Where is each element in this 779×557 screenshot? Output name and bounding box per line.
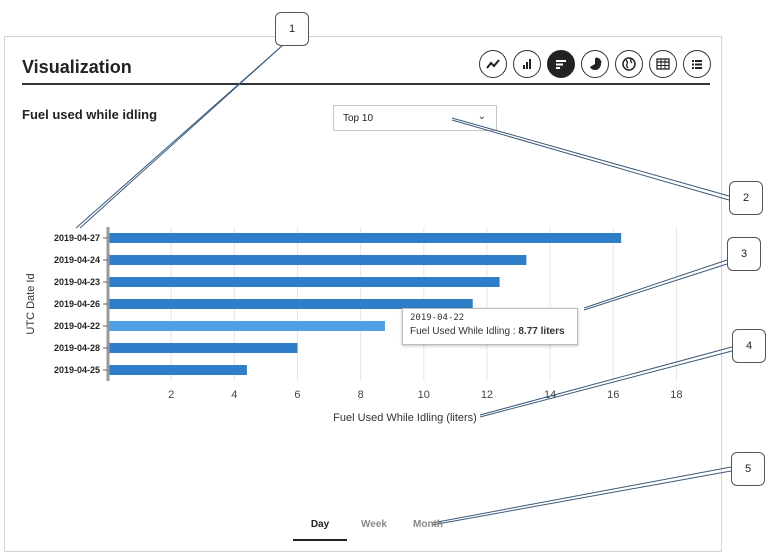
- y-axis-title: UTC Date Id: [25, 273, 37, 334]
- globe-map-icon: [622, 57, 636, 71]
- callout-2: 2: [729, 181, 763, 215]
- chart-subtitle: Fuel used while idling: [22, 107, 158, 122]
- chart-bars: [108, 233, 622, 375]
- category-label: 2019-04-26: [54, 299, 100, 309]
- x-axis-title: Fuel Used While Idling (liters): [333, 412, 477, 424]
- tooltip-label: Fuel Used While Idling :: [410, 326, 516, 337]
- category-label: 2019-04-27: [54, 233, 100, 243]
- x-tick-labels: 2 4 6 8 10 12 14 16 18: [168, 389, 682, 401]
- chart-tooltip: 2019-04-22 Fuel Used While Idling : 8.77…: [402, 308, 578, 345]
- tooltip-value: 8.77 liters: [518, 326, 565, 337]
- line-chart-button[interactable]: [479, 50, 507, 78]
- tooltip-date: 2019-04-22: [410, 313, 465, 323]
- category-label: 2019-04-25: [54, 365, 100, 375]
- bar[interactable]: [108, 277, 500, 287]
- top-n-dropdown[interactable]: Top 10 ⌄: [333, 105, 497, 131]
- x-tick-label: 18: [670, 389, 682, 401]
- tab-week[interactable]: Week: [361, 519, 387, 530]
- bar-chart-icon: [523, 59, 531, 69]
- list-icon: [692, 60, 702, 69]
- pie-chart-icon: [589, 57, 602, 70]
- dropdown-selected-value: Top 10: [343, 112, 374, 124]
- tab-month[interactable]: Month: [413, 519, 443, 530]
- horizontal-bar-chart-icon: [556, 60, 566, 69]
- category-labels: 2019-04-27 2019-04-24 2019-04-23 2019-04-26…: [54, 233, 108, 375]
- list-button[interactable]: [683, 50, 711, 78]
- x-tick-label: 8: [358, 389, 364, 401]
- title-divider: [22, 83, 710, 85]
- bar[interactable]: [108, 321, 385, 331]
- line-chart-icon: [486, 59, 500, 69]
- category-label: 2019-04-23: [54, 277, 100, 287]
- horizontal-bar-chart-button[interactable]: [547, 50, 575, 78]
- chevron-down-icon: ⌄: [477, 111, 486, 122]
- category-label: 2019-04-24: [54, 255, 100, 265]
- bar[interactable]: [108, 365, 247, 375]
- x-tick-label: 4: [231, 389, 237, 401]
- pie-chart-button[interactable]: [581, 50, 609, 78]
- callout-3: 3: [727, 237, 761, 271]
- category-label: 2019-04-22: [54, 321, 100, 331]
- category-label: 2019-04-28: [54, 343, 100, 353]
- x-tick-label: 10: [418, 389, 430, 401]
- callout-4: 4: [732, 329, 766, 363]
- callout-1: 1: [275, 12, 309, 46]
- x-tick-label: 6: [294, 389, 300, 401]
- x-tick-label: 2: [168, 389, 174, 401]
- bar[interactable]: [108, 343, 298, 353]
- bar[interactable]: [108, 255, 527, 265]
- bar[interactable]: [108, 233, 622, 243]
- map-button[interactable]: [615, 50, 643, 78]
- x-tick-label: 16: [607, 389, 619, 401]
- chart-type-toolbar: [479, 50, 711, 78]
- bar-chart-button[interactable]: [513, 50, 541, 78]
- x-tick-label: 12: [481, 389, 493, 401]
- callout-leaders: [75, 44, 733, 526]
- tab-day[interactable]: Day: [293, 515, 347, 541]
- bar[interactable]: [108, 299, 473, 309]
- table-button[interactable]: [649, 50, 677, 78]
- callout-5: 5: [731, 452, 765, 486]
- time-granularity-tabs: Day Week Month: [293, 515, 455, 541]
- table-icon: [656, 58, 670, 70]
- panel-title: Visualization: [22, 57, 132, 77]
